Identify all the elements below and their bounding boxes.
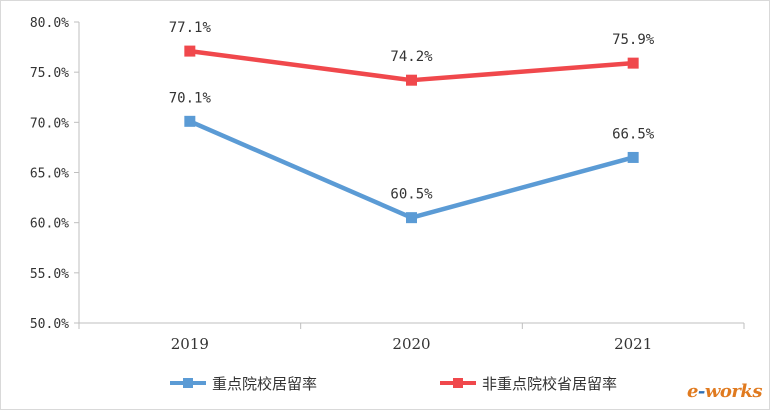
y-tick-label: 70.0%	[30, 116, 69, 131]
data-label: 75.9%	[612, 32, 655, 48]
y-tick-label: 55.0%	[30, 267, 69, 282]
data-point-marker	[406, 212, 417, 224]
data-label: 66.5%	[612, 126, 655, 142]
legend-item-key-schools: 重点院校居留率	[170, 368, 317, 398]
series-line-0	[187, 119, 636, 220]
data-label: 60.5%	[390, 187, 433, 203]
y-tick-label: 80.0%	[30, 16, 69, 31]
x-tick-label: 2021	[614, 335, 652, 353]
legend-label-key-schools: 重点院校居留率	[212, 374, 318, 393]
y-tick-label: 60.0%	[30, 217, 69, 232]
legend-item-nonkey-schools: 非重点院校省居留率	[440, 368, 617, 398]
data-label: 70.1%	[169, 90, 212, 106]
x-tick-label: 2020	[392, 335, 430, 353]
legend: 重点院校居留率 非重点院校省居留率	[0, 368, 770, 398]
data-point-marker	[627, 151, 639, 163]
y-tick-label: 50.0%	[30, 317, 69, 332]
data-label: 77.1%	[169, 20, 212, 36]
x-tick-label: 2019	[171, 335, 209, 353]
data-point-marker	[184, 45, 196, 57]
legend-swatch-red	[440, 377, 476, 389]
y-tick-label: 65.0%	[30, 167, 69, 182]
data-point-marker	[184, 115, 196, 127]
legend-swatch-blue	[170, 377, 206, 389]
legend-label-nonkey-schools: 非重点院校省居留率	[482, 374, 618, 393]
data-point-marker	[627, 57, 639, 69]
eworks-logo: e-works	[686, 381, 763, 402]
data-point-marker	[406, 74, 417, 86]
data-label: 74.2%	[390, 49, 433, 65]
y-tick-label: 75.0%	[30, 66, 69, 81]
